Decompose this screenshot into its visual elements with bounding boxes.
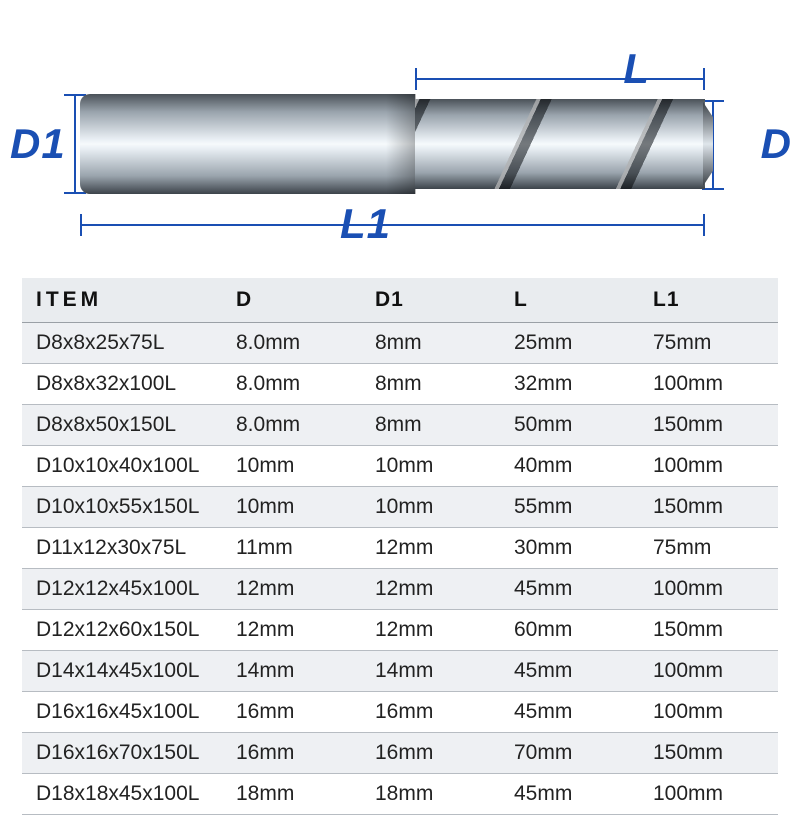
cell-value: 16mm <box>361 733 500 774</box>
cell-value: 12mm <box>222 610 361 651</box>
cell-item: D8x8x32x100L <box>22 364 222 405</box>
col-item: ITEM <box>22 278 222 323</box>
cell-value: 30mm <box>500 528 639 569</box>
cell-value: 18mm <box>222 774 361 815</box>
cell-value: 100mm <box>639 774 778 815</box>
cell-value: 10mm <box>361 487 500 528</box>
cell-value: 18mm <box>361 774 500 815</box>
cell-value: 100mm <box>639 364 778 405</box>
cell-value: 70mm <box>500 733 639 774</box>
cell-value: 150mm <box>639 733 778 774</box>
table-row: D10x10x55x150L10mm10mm55mm150mm <box>22 487 778 528</box>
cell-value: 25mm <box>500 323 639 364</box>
cell-value: 100mm <box>639 651 778 692</box>
tool-flutes <box>415 99 705 189</box>
table-header-row: ITEM D D1 L L1 <box>22 278 778 323</box>
cell-value: 14mm <box>361 651 500 692</box>
cell-value: 12mm <box>222 569 361 610</box>
col-d: D <box>222 278 361 323</box>
cell-item: D12x12x60x150L <box>22 610 222 651</box>
col-l: L <box>500 278 639 323</box>
cell-value: 45mm <box>500 692 639 733</box>
cell-item: D8x8x25x75L <box>22 323 222 364</box>
cell-item: D12x12x45x100L <box>22 569 222 610</box>
cell-value: 16mm <box>222 733 361 774</box>
cell-value: 100mm <box>639 692 778 733</box>
cell-item: D16x16x70x150L <box>22 733 222 774</box>
col-l1: L1 <box>639 278 778 323</box>
cell-value: 100mm <box>639 446 778 487</box>
cell-value: 8mm <box>361 364 500 405</box>
cell-value: 150mm <box>639 405 778 446</box>
cell-value: 45mm <box>500 569 639 610</box>
table-row: D16x16x70x150L16mm16mm70mm150mm <box>22 733 778 774</box>
cell-value: 40mm <box>500 446 639 487</box>
table-row: D10x10x40x100L10mm10mm40mm100mm <box>22 446 778 487</box>
cell-item: D18x18x45x100L <box>22 774 222 815</box>
table-row: D18x18x45x100L18mm18mm45mm100mm <box>22 774 778 815</box>
cell-value: 8.0mm <box>222 405 361 446</box>
cell-item: D16x16x45x100L <box>22 692 222 733</box>
label-d: D <box>761 120 792 168</box>
cell-value: 150mm <box>639 487 778 528</box>
table-row: D12x12x45x100L12mm12mm45mm100mm <box>22 569 778 610</box>
table-row: D8x8x25x75L8.0mm8mm25mm75mm <box>22 323 778 364</box>
cell-item: D10x10x55x150L <box>22 487 222 528</box>
product-spec-sheet: D1 D L L1 ITEM D D1 L L1 D8x8x25x75L8.0m… <box>0 0 800 800</box>
cell-value: 8.0mm <box>222 364 361 405</box>
cell-value: 150mm <box>639 610 778 651</box>
cell-item: D11x12x30x75L <box>22 528 222 569</box>
col-d1: D1 <box>361 278 500 323</box>
label-l1: L1 <box>340 200 391 248</box>
tool-shank <box>80 94 415 194</box>
cell-value: 75mm <box>639 528 778 569</box>
table-body: D8x8x25x75L8.0mm8mm25mm75mmD8x8x32x100L8… <box>22 323 778 815</box>
cell-item: D14x14x45x100L <box>22 651 222 692</box>
cell-value: 10mm <box>361 446 500 487</box>
cell-value: 12mm <box>361 528 500 569</box>
cell-value: 8mm <box>361 323 500 364</box>
label-d1: D1 <box>10 120 66 168</box>
cell-value: 10mm <box>222 446 361 487</box>
cell-value: 45mm <box>500 651 639 692</box>
cell-value: 32mm <box>500 364 639 405</box>
cell-value: 8.0mm <box>222 323 361 364</box>
cell-value: 16mm <box>361 692 500 733</box>
cell-value: 11mm <box>222 528 361 569</box>
label-l: L <box>623 45 650 93</box>
cell-value: 14mm <box>222 651 361 692</box>
cell-value: 12mm <box>361 569 500 610</box>
end-mill-illustration <box>80 94 705 194</box>
cell-value: 60mm <box>500 610 639 651</box>
cell-value: 16mm <box>222 692 361 733</box>
cell-value: 10mm <box>222 487 361 528</box>
dimension-line-l <box>415 78 705 80</box>
table-row: D8x8x32x100L8.0mm8mm32mm100mm <box>22 364 778 405</box>
cell-item: D8x8x50x150L <box>22 405 222 446</box>
table-row: D11x12x30x75L11mm12mm30mm75mm <box>22 528 778 569</box>
spec-table: ITEM D D1 L L1 D8x8x25x75L8.0mm8mm25mm75… <box>22 278 778 815</box>
table-row: D14x14x45x100L14mm14mm45mm100mm <box>22 651 778 692</box>
cell-value: 100mm <box>639 569 778 610</box>
cell-value: 8mm <box>361 405 500 446</box>
cell-value: 12mm <box>361 610 500 651</box>
table-row: D8x8x50x150L8.0mm8mm50mm150mm <box>22 405 778 446</box>
dimension-bar-d1 <box>74 94 76 194</box>
cell-value: 45mm <box>500 774 639 815</box>
cell-value: 75mm <box>639 323 778 364</box>
cell-value: 55mm <box>500 487 639 528</box>
cell-item: D10x10x40x100L <box>22 446 222 487</box>
cell-value: 50mm <box>500 405 639 446</box>
dimension-line-l1 <box>80 224 705 226</box>
table-row: D16x16x45x100L16mm16mm45mm100mm <box>22 692 778 733</box>
dimension-diagram: D1 D L L1 <box>0 0 800 260</box>
table-row: D12x12x60x150L12mm12mm60mm150mm <box>22 610 778 651</box>
